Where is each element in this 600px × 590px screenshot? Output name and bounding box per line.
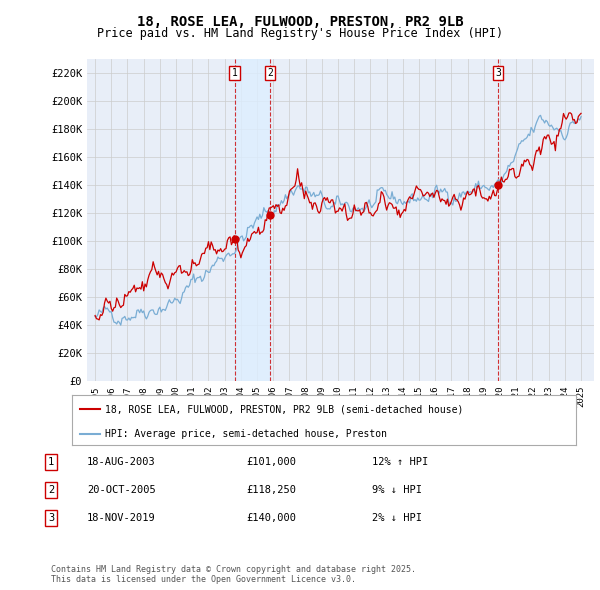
Text: 3: 3	[495, 68, 501, 78]
Text: £101,000: £101,000	[246, 457, 296, 467]
Text: 18, ROSE LEA, FULWOOD, PRESTON, PR2 9LB (semi-detached house): 18, ROSE LEA, FULWOOD, PRESTON, PR2 9LB …	[105, 404, 463, 414]
Text: 18, ROSE LEA, FULWOOD, PRESTON, PR2 9LB: 18, ROSE LEA, FULWOOD, PRESTON, PR2 9LB	[137, 15, 463, 29]
Text: £140,000: £140,000	[246, 513, 296, 523]
Text: 2: 2	[267, 68, 273, 78]
Text: 20-OCT-2005: 20-OCT-2005	[87, 485, 156, 495]
Text: 3: 3	[48, 513, 54, 523]
Text: £118,250: £118,250	[246, 485, 296, 495]
Text: HPI: Average price, semi-detached house, Preston: HPI: Average price, semi-detached house,…	[105, 429, 387, 439]
Text: 18-AUG-2003: 18-AUG-2003	[87, 457, 156, 467]
Text: 9% ↓ HPI: 9% ↓ HPI	[372, 485, 422, 495]
Text: 2% ↓ HPI: 2% ↓ HPI	[372, 513, 422, 523]
Text: Price paid vs. HM Land Registry's House Price Index (HPI): Price paid vs. HM Land Registry's House …	[97, 27, 503, 40]
Text: 2: 2	[48, 485, 54, 495]
Text: 18-NOV-2019: 18-NOV-2019	[87, 513, 156, 523]
Text: Contains HM Land Registry data © Crown copyright and database right 2025.
This d: Contains HM Land Registry data © Crown c…	[51, 565, 416, 584]
Text: 12% ↑ HPI: 12% ↑ HPI	[372, 457, 428, 467]
Text: 1: 1	[232, 68, 238, 78]
Bar	[235, 59, 270, 381]
Text: 1: 1	[48, 457, 54, 467]
